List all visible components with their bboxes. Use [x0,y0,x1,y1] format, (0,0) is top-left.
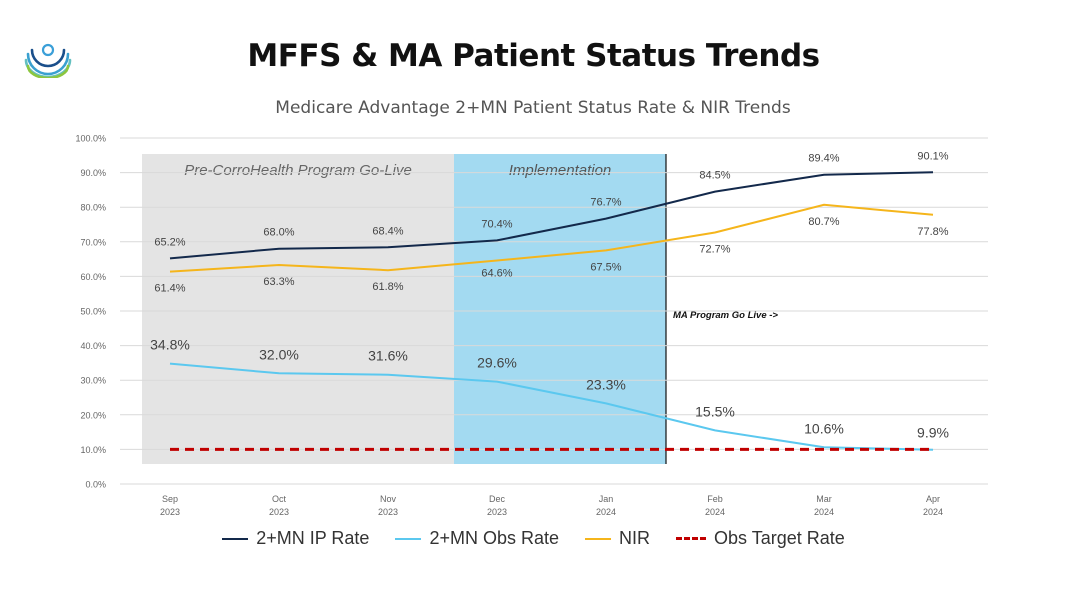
x-tick-label-year: 2024 [814,507,834,517]
y-tick-label: 0.0% [85,480,106,490]
series-line-nir [169,203,934,273]
data-label-nir: 64.6% [481,267,512,279]
y-tick-label: 10.0% [80,445,106,455]
data-label-2-mn-ip-rate: 68.0% [263,227,294,239]
data-label-nir: 61.8% [372,281,403,293]
data-label-2-mn-ip-rate: 68.4% [372,225,403,237]
x-tick-label-year: 2023 [269,507,289,517]
data-label-2-mn-obs-rate: 34.8% [150,337,190,353]
data-label-2-mn-obs-rate: 10.6% [804,420,844,436]
data-label-2-mn-ip-rate: 84.5% [699,170,730,182]
data-label-2-mn-ip-rate: 90.1% [917,150,948,162]
y-tick-label: 40.0% [80,341,106,351]
legend-swatch [222,537,249,540]
x-tick-label-month: Mar [816,494,832,504]
x-tick-label-month: Dec [489,494,506,504]
data-label-2-mn-obs-rate: 15.5% [695,403,735,419]
legend-label: NIR [619,528,651,548]
chart-subtitle: Medicare Advantage 2+MN Patient Status R… [275,98,791,118]
x-tick-label-year: 2023 [487,507,507,517]
y-tick-label: 30.0% [80,376,106,386]
data-label-2-mn-obs-rate: 9.9% [917,425,949,441]
y-tick-label: 50.0% [80,307,106,317]
x-tick-label-year: 2024 [705,507,725,517]
legend-swatch [395,537,422,540]
data-label-2-mn-ip-rate: 70.4% [481,218,512,230]
chart-legend: 2+MN IP Rate 2+MN Obs Rate NIR Obs Target R… [0,528,1067,549]
x-tick-label-year: 2024 [923,507,943,517]
y-tick-label: 20.0% [80,410,106,420]
legend-item-obs-target-rate: Obs Target Rate [676,528,845,549]
x-tick-label-month: Sep [162,494,178,504]
y-tick-label: 100.0% [75,134,106,144]
legend-item-2-mn-ip-rate: 2+MN IP Rate [222,528,369,549]
region-pre-corrohealth-program-go-live [142,154,454,464]
x-tick-label-month: Nov [380,494,397,504]
region-label: Implementation [509,162,612,179]
x-tick-label-month: Apr [926,494,940,504]
data-label-2-mn-ip-rate: 89.4% [808,153,839,165]
legend-swatch [585,537,612,540]
data-label-2-mn-ip-rate: 76.7% [590,197,621,209]
legend-label: 2+MN Obs Rate [429,528,560,548]
data-label-nir: 77.8% [917,226,948,238]
page-title: MFFS & MA Patient Status Trends [247,38,820,74]
x-tick-label-year: 2023 [378,507,398,517]
data-label-nir: 72.7% [699,243,730,255]
y-tick-label: 80.0% [80,203,106,213]
legend-item-nir: NIR [585,528,650,549]
x-tick-label-year: 2024 [596,507,616,517]
x-tick-label-month: Feb [707,494,723,504]
data-label-2-mn-ip-rate: 65.2% [154,236,185,248]
x-tick-label-month: Jan [599,494,614,504]
legend-item-2-mn-obs-rate: 2+MN Obs Rate [395,528,559,549]
data-label-nir: 80.7% [808,216,839,228]
x-tick-label-month: Oct [272,494,287,504]
region-label: Pre-CorroHealth Program Go-Live [184,162,412,179]
y-tick-label: 70.0% [80,237,106,247]
series-line-2-mn-obs-rate [169,362,934,451]
series-line-2-mn-ip-rate [169,171,934,260]
data-label-nir: 67.5% [590,261,621,273]
y-tick-label: 60.0% [80,272,106,282]
logo-icon [24,43,72,78]
x-tick-label-year: 2023 [160,507,180,517]
y-tick-label: 90.0% [80,168,106,178]
go-live-annotation: MA Program Go Live -> [673,310,778,321]
legend-swatch [676,537,707,540]
region-implementation [454,154,666,464]
legend-label: 2+MN IP Rate [256,528,370,548]
data-label-2-mn-obs-rate: 31.6% [368,348,408,364]
data-label-2-mn-obs-rate: 23.3% [586,376,626,392]
data-label-nir: 61.4% [154,283,185,295]
data-label-2-mn-obs-rate: 32.0% [259,346,299,362]
data-label-2-mn-obs-rate: 29.6% [477,355,517,371]
legend-label: Obs Target Rate [714,528,845,548]
data-label-nir: 63.3% [263,276,294,288]
